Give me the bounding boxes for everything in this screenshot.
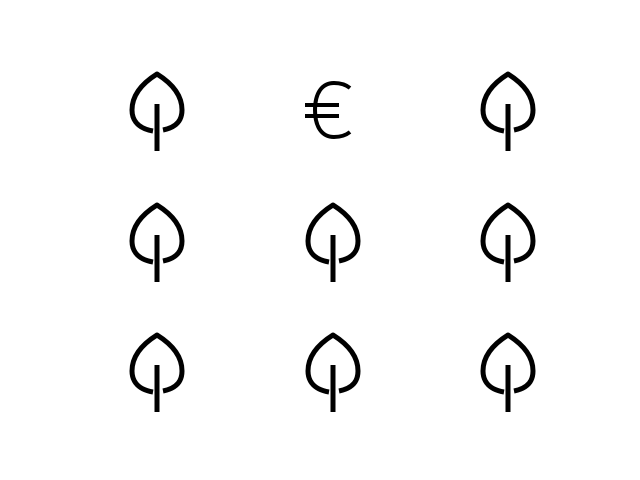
leaf-icon [129,71,185,151]
leaf-icon [305,332,361,412]
leaf-icon [480,202,536,282]
grid-cell-1-3 [473,70,543,160]
grid-cell-2-1 [122,201,192,291]
grid-cell-1-1 [122,70,192,160]
grid-cell-3-3 [473,331,543,421]
grid-cell-3-2 [298,331,368,421]
leaf-icon [129,332,185,412]
grid-cell-1-2 [295,70,365,160]
grid-cell-3-1 [122,331,192,421]
leaf-icon [480,332,536,412]
leaf-icon [129,202,185,282]
grid-cell-2-3 [473,201,543,291]
leaf-icon [305,202,361,282]
leaf-icon [480,71,536,151]
grid-cell-2-2 [298,201,368,291]
euro-icon [305,80,352,140]
